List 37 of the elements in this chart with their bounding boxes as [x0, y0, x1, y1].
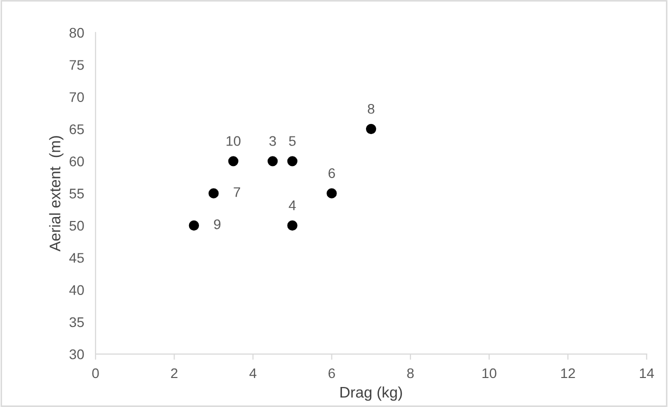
y-tick-label: 50: [70, 220, 84, 231]
annotation: 6: [328, 168, 335, 178]
y-tick-label: 80: [70, 28, 84, 38]
y-tick-label: 70: [70, 92, 84, 102]
point: [366, 124, 376, 134]
x-axis-title: Drag (kg): [340, 386, 402, 401]
y-tick-label: 55: [70, 188, 84, 198]
point: [287, 220, 298, 231]
y-axis-title: Aerial extent (m): [49, 136, 64, 252]
x-tick-label: 4: [249, 368, 256, 378]
annotation: 7: [234, 187, 240, 197]
point: [188, 220, 200, 231]
annotation: 10: [226, 136, 240, 146]
point: [287, 156, 298, 166]
annotation: 9: [214, 219, 220, 230]
y-tick-label: 75: [70, 60, 84, 70]
point: [326, 188, 337, 198]
y-tick-label: 45: [69, 253, 84, 263]
x-tick-label: 10: [482, 368, 496, 378]
y-tick-label: 60: [70, 156, 84, 166]
annotation: 3: [269, 136, 276, 146]
x-tick-label: 6: [328, 368, 335, 378]
x-tick-label: 0: [92, 368, 99, 378]
point: [208, 188, 219, 198]
point: [268, 156, 278, 166]
x-tick-label: 2: [171, 368, 178, 378]
y-tick-label: 30: [69, 349, 84, 360]
y-tick-label: 35: [69, 317, 84, 328]
y-tick-label: 65: [70, 124, 84, 134]
x-tick-label: 12: [561, 368, 575, 378]
annotation: 4: [288, 200, 296, 210]
y-tick-label: 40: [69, 285, 84, 295]
point: [228, 156, 238, 166]
x-tick-label: 14: [640, 368, 654, 378]
x-tick-label: 8: [407, 368, 414, 378]
annotation: 8: [368, 104, 374, 114]
annotation: 5: [289, 136, 296, 146]
